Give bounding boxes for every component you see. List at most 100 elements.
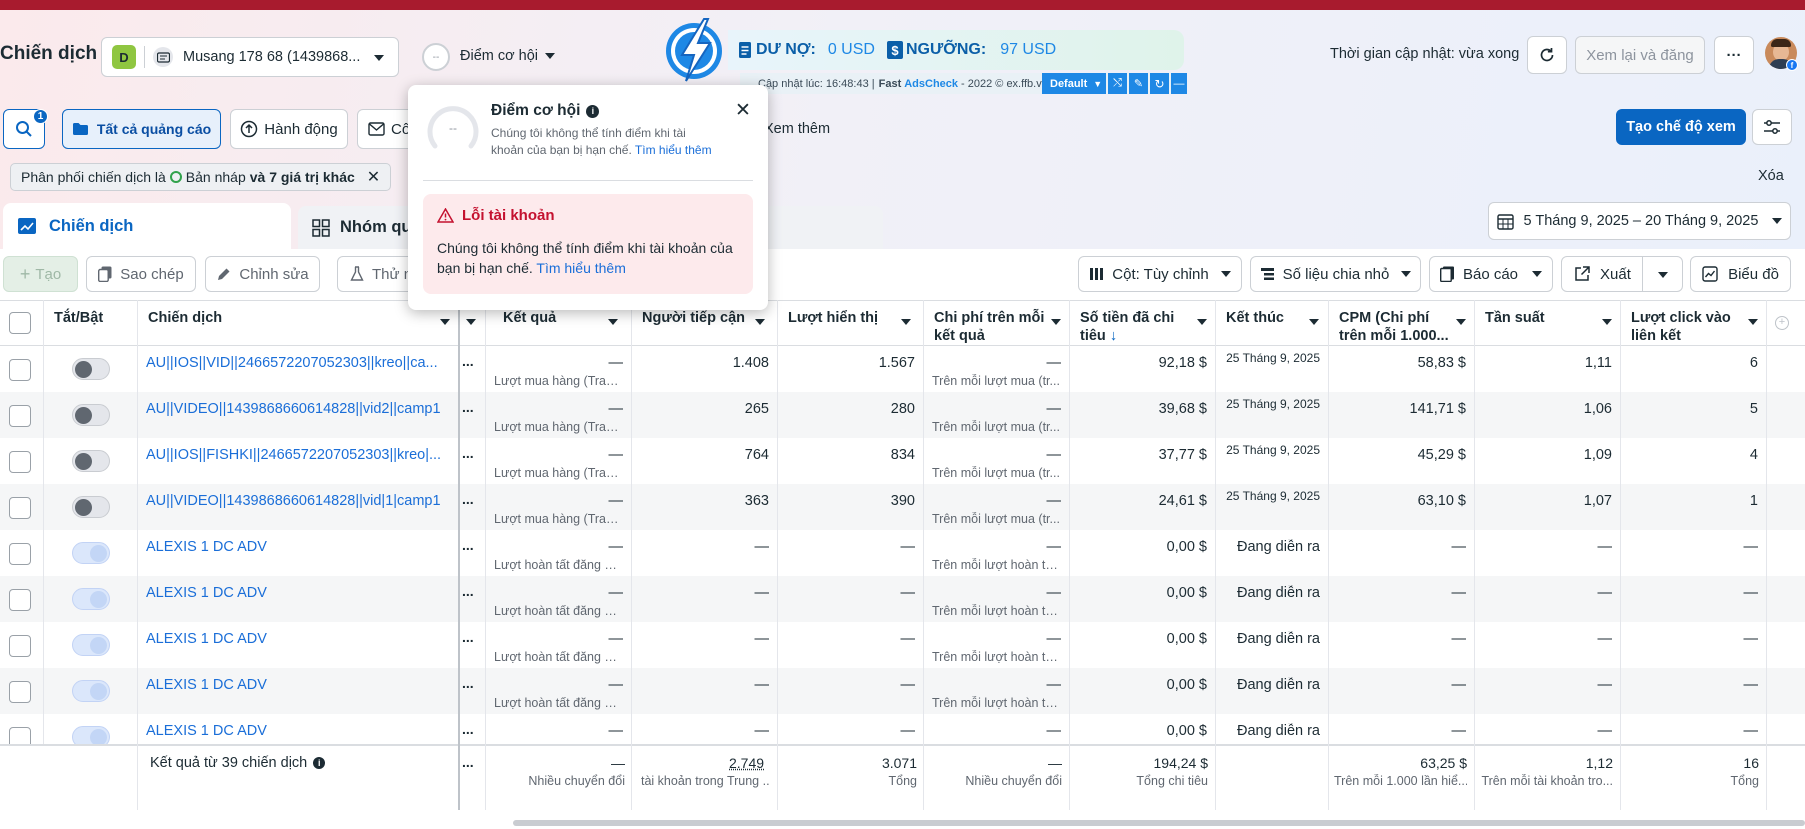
sort-chevron-icon[interactable] [1456,319,1466,325]
avatar[interactable] [1765,37,1797,69]
campaign-name-link[interactable]: AU||VIDEO||1439868660614828||vid2||camp1 [146,401,441,417]
header-reach[interactable]: Người tiếp cận [642,310,745,326]
delivery-toggle[interactable] [72,680,110,702]
delivery-toggle[interactable] [72,542,110,564]
row-checkbox[interactable] [9,589,31,611]
edit-button[interactable]: Chỉnh sửa [205,256,320,292]
header-campaign[interactable]: Chiến dịch [148,310,223,326]
partial-toolbar-button[interactable]: Cô [357,109,417,149]
campaign-name-link[interactable]: ALEXIS 1 DC ADV [146,539,267,555]
horizontal-scrollbar[interactable] [513,820,1805,826]
see-more-link[interactable]: Xem thêm [764,121,831,137]
header-link-clicks[interactable]: Lượt click vào liên kết [1621,301,1761,347]
select-all-checkbox[interactable] [9,312,31,334]
delivery-toggle[interactable] [72,358,110,380]
export-button[interactable]: Xuất [1561,256,1683,292]
frequency-cell: 1,09 [1475,438,1620,484]
reports-button[interactable]: Báo cáo [1429,256,1553,292]
all-ads-button[interactable]: Tất cả quảng cáo [62,109,221,149]
header-cpm[interactable]: CPM (Chi phí trên mỗi 1.000... [1329,301,1469,347]
delivery-toggle[interactable] [72,634,110,656]
campaign-name-link[interactable]: ALEXIS 1 DC ADV [146,677,267,693]
header-impressions[interactable]: Lượt hiển thị [788,310,879,326]
opportunity-score-label[interactable]: Điểm cơ hội [460,48,539,64]
campaign-name-link[interactable]: ALEXIS 1 DC ADV [146,585,267,601]
row-checkbox[interactable] [9,497,31,519]
campaign-name-cell: ALEXIS 1 DC ADV [138,576,458,622]
header-amount-spent[interactable]: Số tiền đã chi tiêu ↓ [1070,301,1210,347]
delivery-toggle[interactable] [72,450,110,472]
mode-select[interactable]: Default ▼ [1042,73,1106,94]
row-checkbox[interactable] [9,405,31,427]
results: — [608,539,624,555]
row-checkbox[interactable] [9,359,31,381]
amount-spent: 0,00 $ [1166,585,1207,601]
filter-chip[interactable]: Phân phối chiến dịch là Bản nháp và 7 gi… [10,163,392,191]
delivery-toggle[interactable] [72,588,110,610]
sort-chevron-icon[interactable] [901,319,911,325]
reports-label: Báo cáo [1462,265,1519,283]
sort-chevron-icon[interactable] [1309,319,1319,325]
test-button[interactable]: Thử n [337,256,417,292]
header-cost-per-result[interactable]: Chi phí trên mỗi kết quả [924,301,1064,347]
columns-button[interactable]: Cột: Tùy chỉnh [1078,256,1242,292]
sort-chevron-icon[interactable] [1602,319,1612,325]
opportunity-score-gauge[interactable]: -- [422,43,450,71]
error-learn-more-link[interactable]: Tìm hiểu thêm [536,260,626,276]
close-icon[interactable]: ✕ [735,100,751,121]
date-range-picker[interactable]: 5 Tháng 9, 2025 – 20 Tháng 9, 2025 [1488,202,1791,240]
info-icon[interactable]: i [586,104,600,118]
sort-chevron-icon[interactable] [1197,319,1207,325]
breakdown-button[interactable]: Số liệu chia nhỏ [1250,256,1421,292]
campaign-name-link[interactable]: ALEXIS 1 DC ADV [146,631,267,647]
header-results[interactable]: Kết quả [503,310,557,326]
sort-chevron-icon[interactable] [608,319,618,325]
campaign-name-link[interactable]: AU||IOS||VID||2466572207052303||kreo||ca… [146,355,438,371]
close-icon[interactable]: ✕ [366,169,381,186]
edit-icon[interactable]: ✎ [1129,73,1148,94]
header-frequency[interactable]: Tần suất [1485,310,1545,326]
copy-button[interactable]: Sao chép [86,256,196,292]
popup-desc-text: Chúng tôi không thể tính điểm khi tài kh… [491,126,686,157]
refresh-icon[interactable]: ↻ [1150,73,1169,94]
campaign-name-link[interactable]: ALEXIS 1 DC ADV [146,723,267,739]
add-column-icon[interactable]: + [1775,316,1789,330]
sort-chevron-icon[interactable] [1051,319,1061,325]
row-checkbox[interactable] [9,635,31,657]
columns-icon [1090,268,1104,280]
sort-chevron-icon[interactable] [1748,319,1758,325]
account-selector[interactable]: D Musang 178 68 (1439868... [101,37,399,77]
tab-campaigns[interactable]: Chiến dịch [3,203,291,249]
create-button[interactable]: + Tạo [3,256,78,292]
more-options-button[interactable]: ··· [1714,36,1754,74]
refresh-button[interactable] [1527,36,1567,74]
header-toggle[interactable]: Tắt/Bật [54,310,104,326]
row-checkbox[interactable] [9,451,31,473]
learn-more-link[interactable]: Tìm hiểu thêm [634,143,712,157]
pencil-icon [218,268,230,280]
opportunity-chevron-icon[interactable] [545,53,555,59]
info-icon[interactable]: i [313,757,326,769]
actions-button[interactable]: Hành động [230,109,348,149]
campaign-name-link[interactable]: AU||VIDEO||1439868660614828||vid|1|camp1 [146,493,441,509]
clear-filters-link[interactable]: Xóa [1758,168,1784,184]
delivery-toggle[interactable] [72,404,110,426]
campaign-name-link[interactable]: AU||IOS||FISHKI||2466572207052303||kreo|… [146,447,442,463]
column-divider [1215,300,1216,810]
shuffle-icon[interactable]: ⤭ [1108,73,1127,94]
review-publish-button[interactable]: Xem lại và đăng [1575,36,1705,74]
header-ends[interactable]: Kết thúc [1226,310,1284,326]
create-view-button[interactable]: Tạo chế độ xem [1616,109,1746,145]
view-settings-button[interactable] [1752,109,1792,145]
sort-chevron-icon[interactable] [466,319,476,325]
sort-chevron-icon[interactable] [440,319,450,325]
charts-button[interactable]: Biểu đồ [1690,256,1791,292]
export-chevron-icon[interactable] [1658,272,1668,278]
sort-chevron-icon[interactable] [755,319,765,325]
link-clicks-cell: 1 [1621,484,1766,530]
row-checkbox[interactable] [9,681,31,703]
minimize-button[interactable]: — [1171,73,1187,94]
delivery-toggle[interactable] [72,496,110,518]
row-checkbox[interactable] [9,543,31,565]
footer-reach[interactable]: 2.749 [729,755,765,771]
